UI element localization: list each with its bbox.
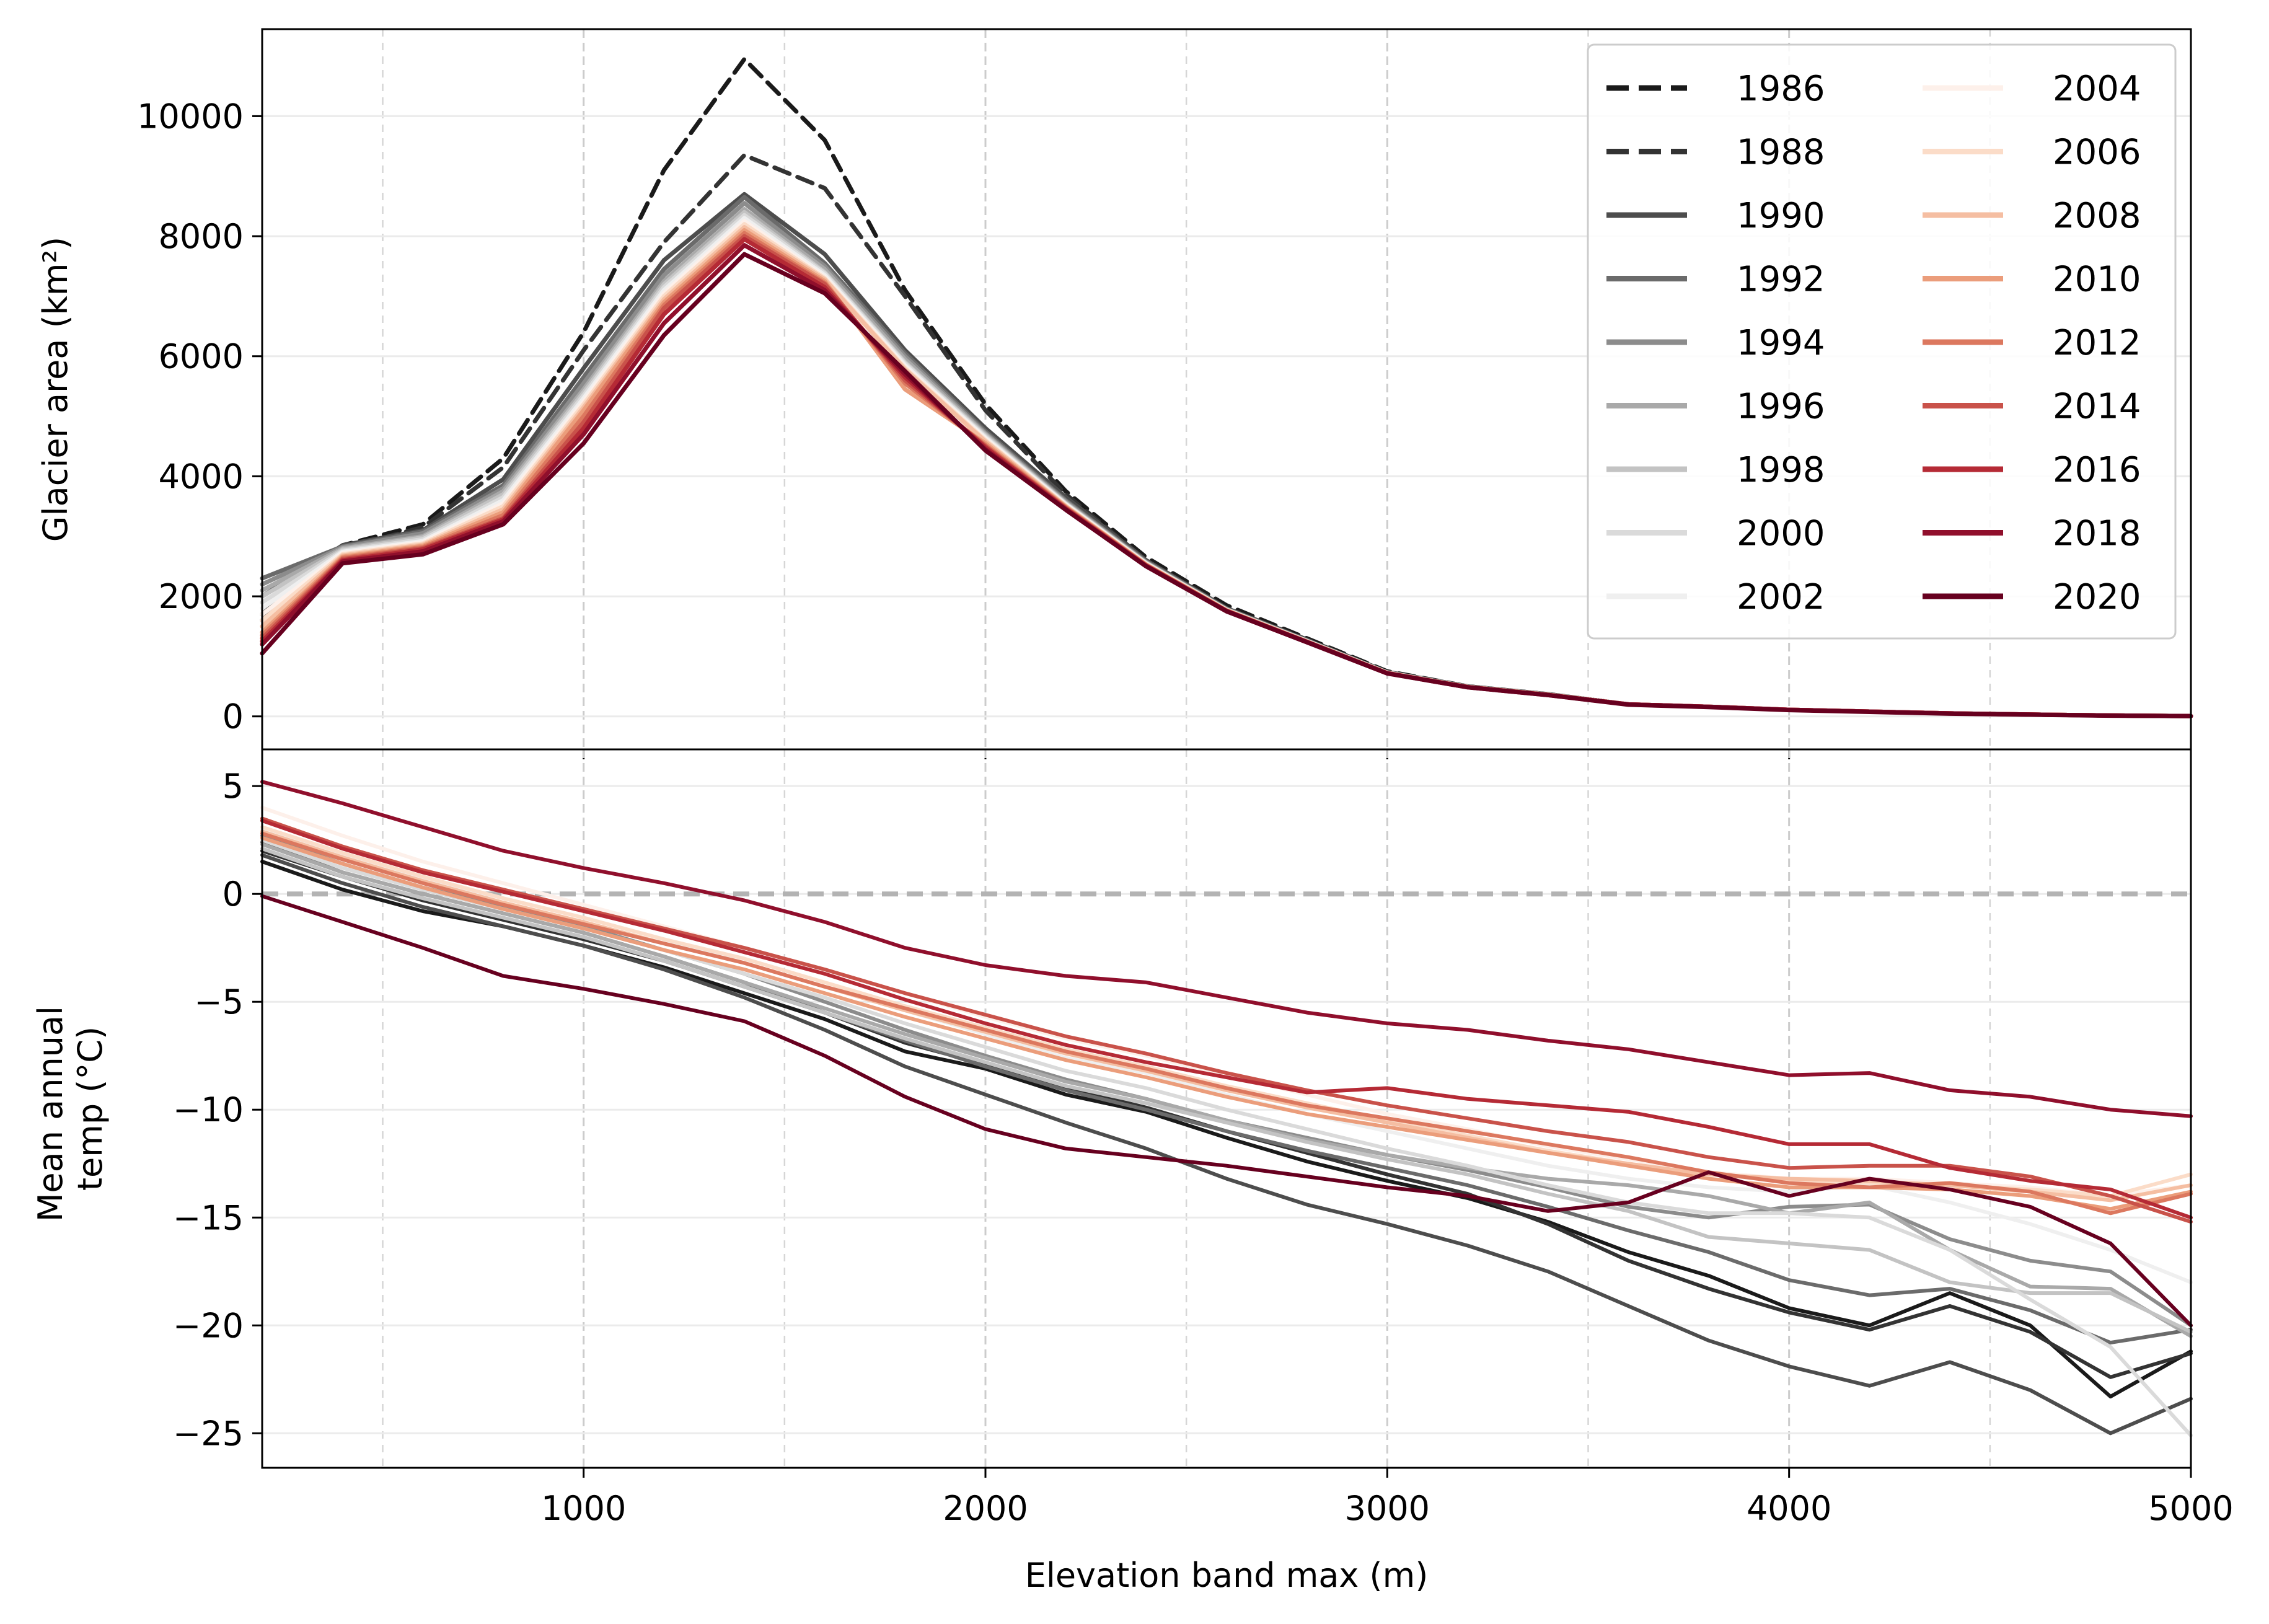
legend-entry-2000: 2000 [1606,514,1825,554]
temperature-y-axis-label-line-1: Mean annual [31,1006,70,1222]
temperature-y-axis-label-line-2: temp (°C) [71,1026,110,1191]
legend-label: 2006 [2053,133,2141,173]
x-tick-label: 3000 [1345,1489,1430,1528]
legend-entry-1988: 1988 [1606,133,1825,173]
temperature-y-axis-label: Mean annual temp (°C) [31,995,110,1222]
legend-entry-2006: 2006 [1923,133,2141,173]
legend-label: 1990 [1737,196,1825,236]
y-tick-label: 6000 [159,337,244,376]
y-tick-label: −20 [173,1306,244,1345]
y-tick-label: 0 [222,875,244,914]
legend-entry-1986: 1986 [1606,69,1825,109]
legend-label: 2010 [2053,260,2141,300]
series-line-2016 [260,818,2193,1220]
y-tick-label: −25 [173,1414,244,1453]
legend-label: 1992 [1737,260,1825,300]
x-tick-label: 1000 [541,1489,626,1528]
series-line-2006 [260,825,2193,1198]
legend-label: 2018 [2053,514,2141,554]
y-tick-label: −10 [173,1090,244,1129]
y-tick-label: 5 [222,767,244,806]
y-tick-label: 10000 [137,97,244,136]
legend-label: 2012 [2053,323,2141,363]
legend-entry-1996: 1996 [1606,387,1825,427]
legend-label: 2004 [2053,69,2141,109]
legend-entry-2020: 2020 [1923,577,2141,617]
area-panel: 0 2000 4000 6000 8000 10000 Glacier area (km²… [36,28,2193,759]
legend-label: 2008 [2053,196,2141,236]
legend-entry-2012: 2012 [1923,323,2141,363]
y-tick-label: −15 [173,1198,244,1237]
x-tick-label: 2000 [943,1489,1028,1528]
temperature-panel: −25 −20 −15 −10 −5 0 5 1000 2000 3000 4000 5000 Me… [31,748,2234,1595]
legend-entry-2016: 2016 [1923,450,2141,490]
legend-label: 2000 [1737,514,1825,554]
y-tick-label: −5 [194,982,244,1022]
legend-label: 1994 [1737,323,1825,363]
legend-label: 1998 [1737,450,1825,490]
legend-entry-2010: 2010 [1923,260,2141,300]
x-tick-label: 4000 [1747,1489,1831,1528]
y-tick-label: 4000 [159,457,244,496]
legend-entry-2008: 2008 [1923,196,2141,236]
legend: 1986 1988 1990 1992 1994 1996 1998 2000 2002 2004… [1587,43,2177,640]
legend-label: 2020 [2053,577,2141,617]
legend-entry-2014: 2014 [1923,387,2141,427]
legend-label: 2016 [2053,450,2141,490]
series-line-1998 [260,847,2193,1334]
area-y-ticks: 0 2000 4000 6000 8000 10000 [137,97,262,736]
legend-label: 1996 [1737,387,1825,427]
y-tick-label: 0 [222,697,244,736]
temperature-axes-frame [261,748,2192,1469]
series-line-2014 [260,816,2193,1224]
series-line-2020 [260,252,2193,718]
legend-entry-1994: 1994 [1606,323,1825,363]
legend-entry-1990: 1990 [1606,196,1825,236]
series-line-2018 [260,780,2193,1118]
legend-label: 2014 [2053,387,2141,427]
series-line-2020 [260,894,2193,1328]
series-line-2008 [260,829,2193,1203]
x-axis-label: Elevation band max (m) [1025,1556,1429,1595]
area-series-lines [260,56,2193,718]
x-tick-label: 5000 [2148,1489,2233,1528]
temperature-series-lines [260,780,2193,1437]
legend-entry-2002: 2002 [1606,577,1825,617]
legend-entry-1992: 1992 [1606,260,1825,300]
legend-label: 1988 [1737,133,1825,173]
temperature-x-ticks: 1000 2000 3000 4000 5000 [541,1468,2234,1528]
temperature-grid [262,749,2192,1468]
area-y-axis-label: Glacier area (km²) [36,237,75,542]
legend-label: 1986 [1737,69,1825,109]
series-line-1990 [260,853,2193,1436]
legend-entry-2004: 2004 [1923,69,2141,109]
series-line-1996 [260,842,2193,1338]
temperature-y-ticks: −25 −20 −15 −10 −5 0 5 [173,767,262,1453]
y-tick-label: 2000 [159,577,244,616]
y-tick-label: 8000 [159,217,244,256]
legend-entry-1998: 1998 [1606,450,1825,490]
legend-box [1587,43,2177,640]
legend-entry-2018: 2018 [1923,514,2141,554]
legend-label: 2002 [1737,577,1825,617]
series-line-2012 [260,831,2193,1216]
